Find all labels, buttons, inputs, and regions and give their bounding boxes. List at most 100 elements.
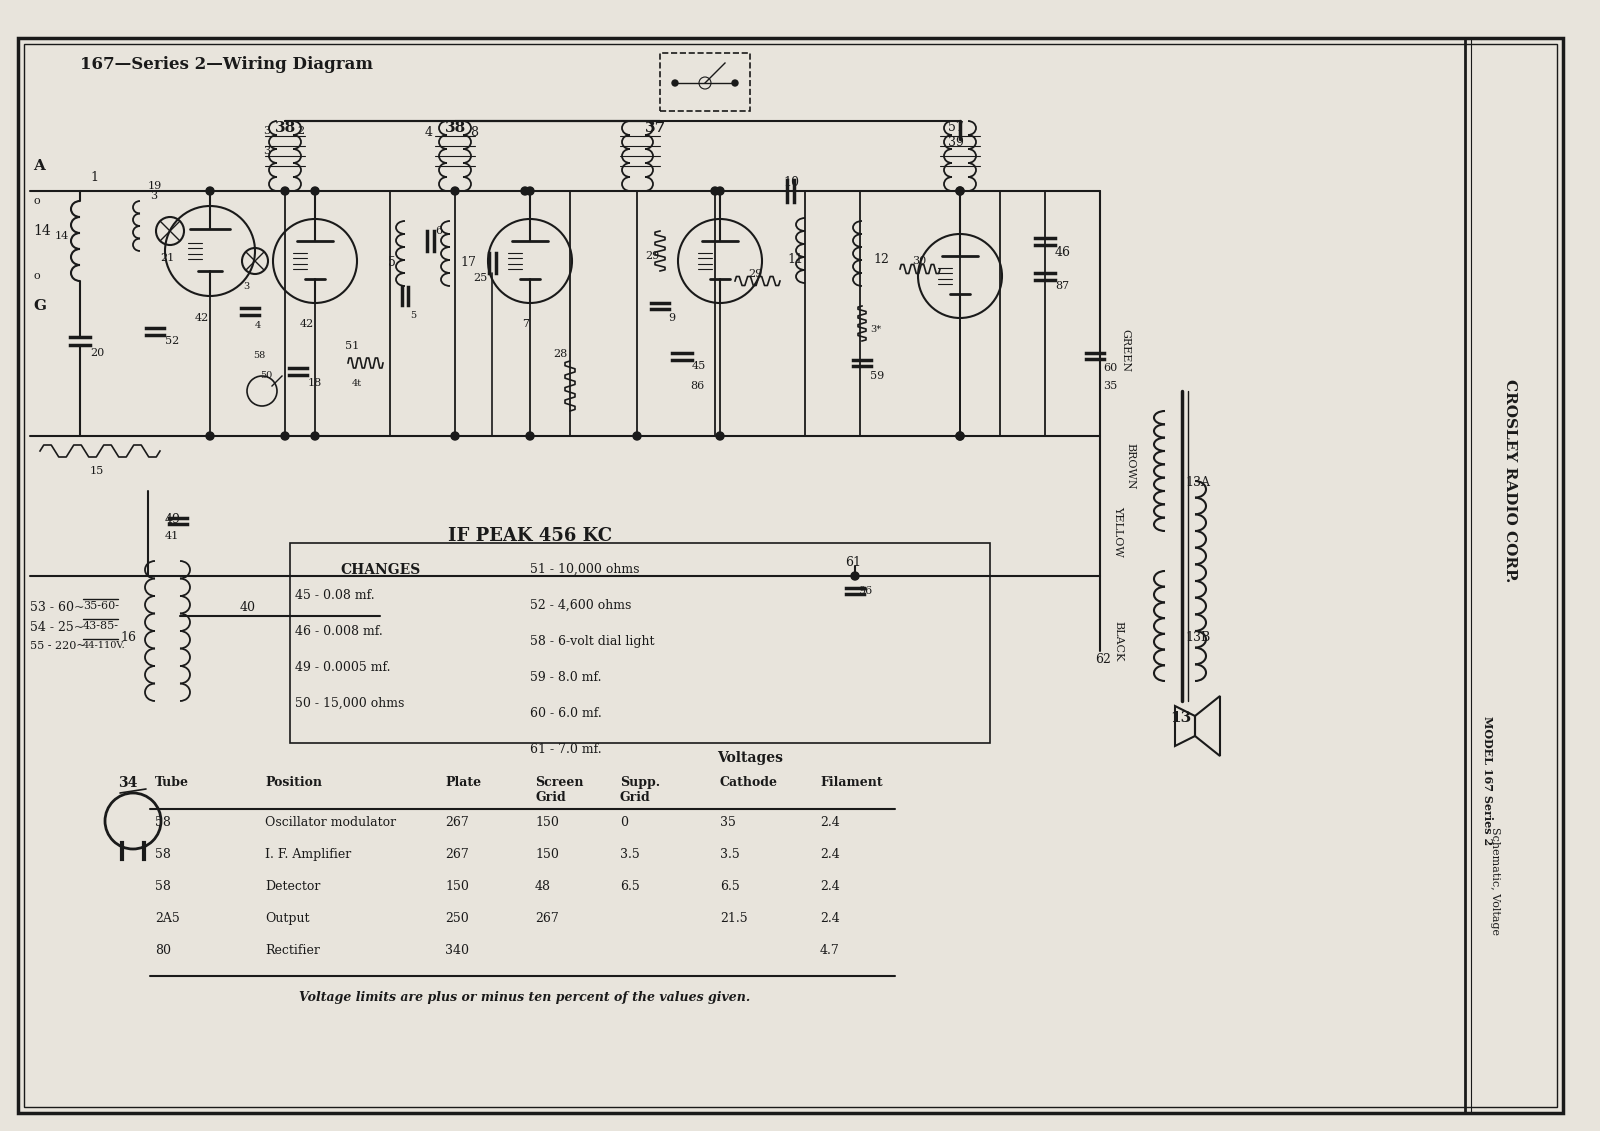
Text: 40: 40 [240,601,256,614]
Text: 58: 58 [155,848,171,861]
Text: 51: 51 [346,342,360,351]
Circle shape [282,187,290,195]
Circle shape [522,187,530,195]
Text: 21: 21 [160,253,174,264]
Bar [290,543,990,743]
Text: MODEL 167 Series 2: MODEL 167 Series 2 [1482,716,1493,846]
Bar [661,53,750,111]
Text: 3: 3 [262,126,270,136]
Text: Rectifier: Rectifier [266,944,320,957]
Text: A: A [34,159,45,173]
Text: 52 - 4,600 ohms: 52 - 4,600 ohms [530,599,632,612]
Text: 4.7: 4.7 [819,944,840,957]
Circle shape [310,432,318,440]
Text: CROSLEY RADIO CORP.: CROSLEY RADIO CORP. [1502,379,1517,582]
Text: 52: 52 [165,336,179,346]
Text: 58: 58 [155,815,171,829]
Text: 1: 1 [90,171,98,184]
Text: 39: 39 [947,136,963,149]
Circle shape [526,187,534,195]
Text: 48: 48 [534,880,550,893]
Circle shape [957,432,963,440]
Text: 29: 29 [645,251,659,261]
Text: YELLOW: YELLOW [1114,506,1123,556]
Text: 35: 35 [720,815,736,829]
Circle shape [451,432,459,440]
Text: 2.4: 2.4 [819,815,840,829]
Text: 57: 57 [947,121,963,133]
Text: 6: 6 [435,226,442,236]
Text: 7: 7 [522,319,530,329]
Text: 58: 58 [155,880,171,893]
Text: 87: 87 [1054,280,1069,291]
Text: 45 - 0.08 mf.: 45 - 0.08 mf. [294,589,374,602]
Circle shape [957,187,963,195]
Text: Position: Position [266,776,322,789]
Text: 13: 13 [1170,711,1192,725]
Text: 49 - 0.0005 mf.: 49 - 0.0005 mf. [294,661,390,674]
Text: 41: 41 [165,530,179,541]
Text: 4: 4 [254,321,261,330]
Text: Screen
Grid: Screen Grid [534,776,584,804]
Text: 25: 25 [474,273,488,283]
Text: 38: 38 [445,121,466,135]
Text: 6.5: 6.5 [720,880,739,893]
Circle shape [634,432,642,440]
Text: 14: 14 [54,231,69,241]
Text: 2: 2 [298,126,304,136]
Text: 21.5: 21.5 [720,912,747,925]
Text: 3: 3 [150,191,157,201]
Text: Tube: Tube [155,776,189,789]
Text: 13B: 13B [1186,631,1210,644]
Text: 267: 267 [445,848,469,861]
Text: 340: 340 [445,944,469,957]
Text: 3.5: 3.5 [720,848,739,861]
Text: 267: 267 [445,815,469,829]
Text: 13A: 13A [1186,476,1210,489]
Text: 18: 18 [307,378,322,388]
Circle shape [282,432,290,440]
Text: 42: 42 [301,319,314,329]
Text: 150: 150 [534,848,558,861]
Text: 16: 16 [120,631,136,644]
Text: 50: 50 [259,371,272,380]
Circle shape [851,572,859,580]
Text: 53 - 60~: 53 - 60~ [30,601,85,614]
Text: 96: 96 [858,586,872,596]
Circle shape [733,80,738,86]
Text: 2.4: 2.4 [819,848,840,861]
Text: 267: 267 [534,912,558,925]
Text: 62: 62 [1094,653,1110,666]
Text: 20: 20 [90,348,104,359]
Text: 50 - 15,000 ohms: 50 - 15,000 ohms [294,697,405,710]
Text: 38: 38 [275,121,296,135]
Text: 3*: 3* [870,325,882,334]
Text: 86: 86 [690,381,704,391]
Text: 19: 19 [147,181,162,191]
Text: 10: 10 [782,176,798,189]
Text: GREEN: GREEN [1120,329,1130,372]
Text: 3.5: 3.5 [621,848,640,861]
Circle shape [206,432,214,440]
Text: 49: 49 [165,513,181,526]
Text: Cathode: Cathode [720,776,778,789]
Circle shape [526,432,534,440]
Text: 5: 5 [387,256,395,269]
Text: 29: 29 [749,269,762,279]
Text: Supp.
Grid: Supp. Grid [621,776,661,804]
Circle shape [710,187,718,195]
Text: o: o [34,196,40,206]
Text: Filament: Filament [819,776,883,789]
Text: 8: 8 [470,126,478,139]
Text: 17: 17 [461,256,475,269]
Text: 46: 46 [1054,247,1070,259]
Text: 11: 11 [787,253,803,266]
Circle shape [717,432,723,440]
Text: I. F. Amplifier: I. F. Amplifier [266,848,352,861]
Text: 60 - 6.0 mf.: 60 - 6.0 mf. [530,707,602,720]
Text: BROWN: BROWN [1125,442,1134,490]
Text: 34: 34 [118,776,138,789]
Text: 51 - 10,000 ohms: 51 - 10,000 ohms [530,563,640,576]
Text: 9: 9 [669,313,675,323]
Text: 28: 28 [554,349,568,359]
